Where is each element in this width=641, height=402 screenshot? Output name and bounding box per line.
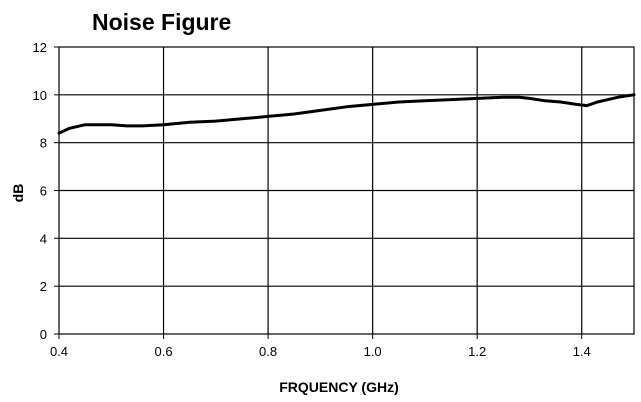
y-tick-label: 0 [40, 327, 47, 342]
y-tick-label: 12 [33, 40, 47, 55]
grid [59, 47, 634, 334]
x-tick-label: 0.8 [259, 344, 277, 359]
x-axis-label: FRQUENCY (GHz) [279, 379, 399, 395]
x-tick-label: 1.4 [573, 344, 591, 359]
x-tick-label: 0.6 [155, 344, 173, 359]
x-tick-label: 0.4 [50, 344, 68, 359]
y-tick-label: 4 [40, 231, 47, 246]
x-tick-label: 1.0 [364, 344, 382, 359]
y-axis: 0 2 4 6 8 10 12 [33, 40, 59, 342]
series-layer [57, 93, 636, 135]
y-tick-label: 10 [33, 88, 47, 103]
x-axis: 0.4 0.6 0.8 1.0 1.2 1.4 [50, 334, 591, 359]
y-tick-label: 6 [40, 184, 47, 199]
y-tick-label: 8 [40, 136, 47, 151]
y-axis-label: dB [10, 184, 26, 203]
series-line [57, 93, 636, 135]
y-tick-label: 2 [40, 279, 47, 294]
x-tick-label: 1.2 [468, 344, 486, 359]
chart-title: Noise Figure [92, 9, 231, 35]
